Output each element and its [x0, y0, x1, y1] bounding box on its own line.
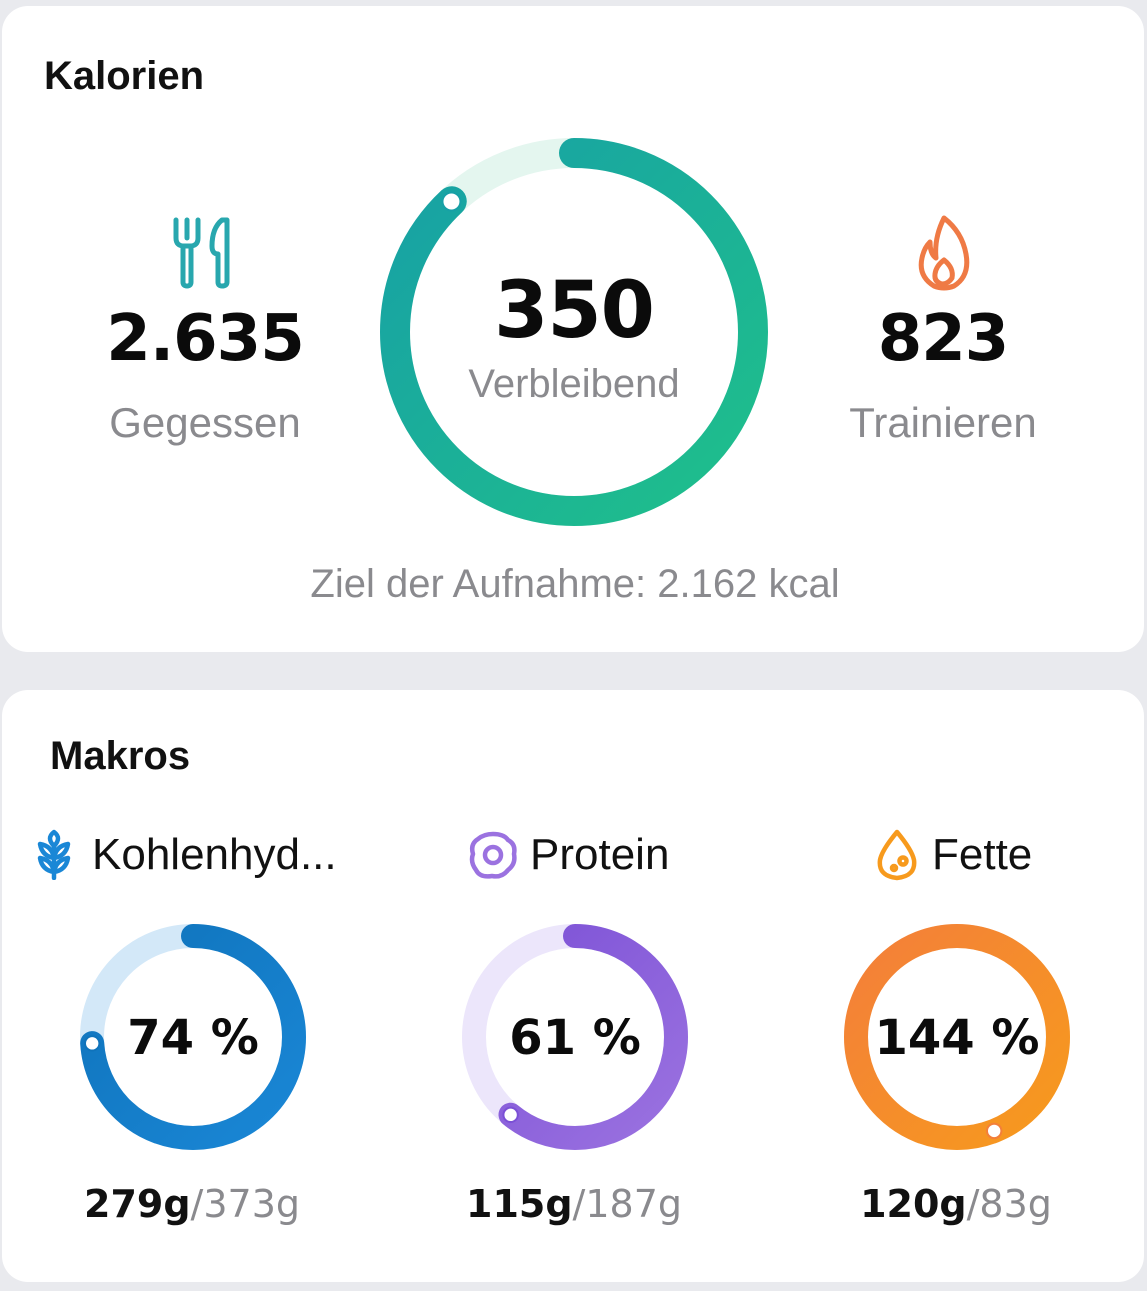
eaten-value: 2.635 — [106, 302, 304, 376]
calorie-ring — [378, 136, 770, 528]
calorie-ring-arc — [380, 138, 768, 526]
flame-icon — [914, 214, 974, 292]
fat-ring-arc — [844, 924, 1070, 1150]
fat-percent: 144 % — [874, 1010, 1040, 1066]
carbs-amount: 279g/373g — [42, 1182, 342, 1226]
protein-goal: 187g — [585, 1182, 682, 1226]
fat-ring-end-marker — [985, 1122, 1003, 1140]
macro-label-fat: Fette — [932, 830, 1033, 879]
droplet-icon — [876, 828, 918, 882]
carbs-current: 279g — [84, 1182, 191, 1226]
protein-separator: / — [572, 1182, 586, 1226]
fork-knife-icon — [170, 216, 240, 290]
eaten-label: Gegessen — [109, 399, 301, 446]
protein-ring-arc — [462, 924, 688, 1150]
protein-current: 115g — [466, 1182, 573, 1226]
calories-title: Kalorien — [44, 54, 205, 98]
calorie-goal-text: Ziel der Aufnahme: 2.162 kcal — [310, 562, 840, 606]
calories-card[interactable]: Kalorien 2.635 Gegessen 350 Verbleibend … — [2, 6, 1144, 652]
wheat-icon — [32, 828, 76, 881]
carbs-percent: 74 % — [127, 1010, 259, 1066]
macro-label-carbs: Kohlenhyd... — [92, 830, 337, 879]
training-value: 823 — [877, 302, 1010, 376]
macro-label-protein: Protein — [530, 830, 670, 879]
fat-amount: 120g/83g — [806, 1182, 1106, 1226]
protein-amount: 115g/187g — [424, 1182, 724, 1226]
protein-ring — [460, 922, 690, 1152]
carbs-separator: / — [190, 1182, 204, 1226]
macros-title: Makros — [50, 734, 191, 778]
remaining-value: 350 — [494, 266, 655, 356]
carbs-ring-end-marker — [83, 1035, 101, 1052]
fat-ring — [842, 922, 1072, 1152]
fat-current: 120g — [860, 1182, 967, 1226]
carbs-ring — [78, 922, 308, 1152]
protein-ring-end-marker — [502, 1106, 519, 1124]
protein-percent: 61 % — [509, 1010, 641, 1066]
egg-icon — [468, 830, 518, 880]
calorie-ring-end-marker — [441, 191, 462, 212]
fat-separator: / — [966, 1182, 980, 1226]
training-label: Trainieren — [849, 399, 1037, 446]
macros-card[interactable]: Makros Kohlenhyd... 74 % 279g/373g — [2, 690, 1144, 1282]
carbs-goal: 373g — [203, 1182, 300, 1226]
remaining-label: Verbleibend — [468, 362, 680, 406]
fat-goal: 83g — [979, 1182, 1052, 1226]
